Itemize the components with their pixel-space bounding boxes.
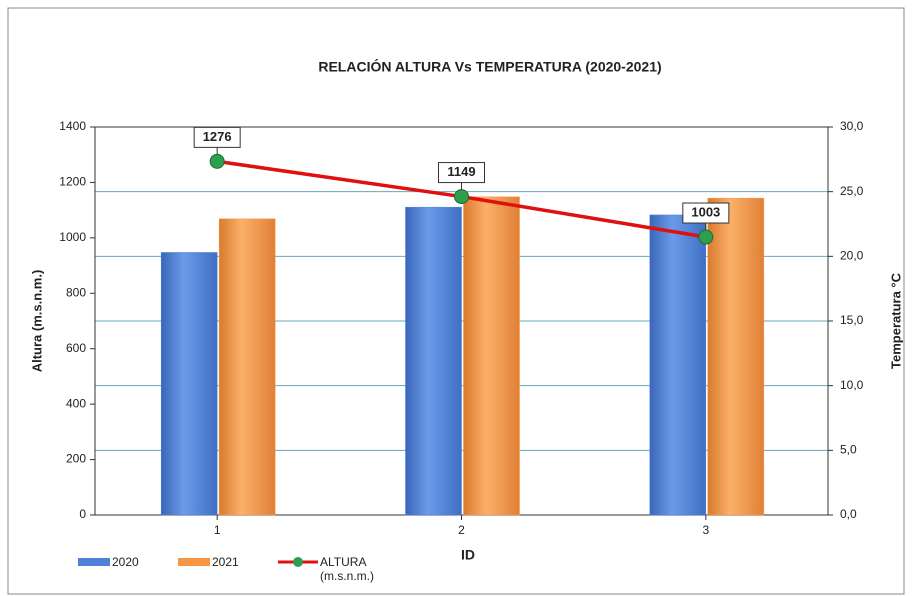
y2-tick-label: 15,0 xyxy=(840,313,864,327)
y2-tick-label: 30,0 xyxy=(840,119,864,133)
data-label-box xyxy=(438,162,485,184)
bar xyxy=(405,206,462,516)
y-tick-label: 600 xyxy=(66,341,86,355)
legend-label: 2020 xyxy=(112,555,139,569)
y-tick-label: 0 xyxy=(79,507,86,521)
x-tick-label: 2 xyxy=(458,523,465,537)
x-tick-label: 1 xyxy=(214,523,221,537)
x-tick-label: 3 xyxy=(702,523,709,537)
legend-label: ALTURA (m.s.n.m.) xyxy=(320,555,374,583)
legend-label: 2021 xyxy=(212,555,239,569)
x-axis-label: ID xyxy=(461,547,475,563)
y-tick-label: 200 xyxy=(66,452,86,466)
y-tick-label: 400 xyxy=(66,396,86,410)
bar xyxy=(160,252,218,516)
y2-axis-label: Temperatura °C xyxy=(888,272,903,369)
data-label-box xyxy=(682,202,730,224)
y-tick-label: 800 xyxy=(66,285,86,299)
y2-tick-label: 25,0 xyxy=(840,184,864,198)
line-marker xyxy=(698,229,714,245)
y2-tick-label: 5,0 xyxy=(840,443,857,457)
y-tick-label: 1000 xyxy=(59,230,86,244)
data-label: 1003 xyxy=(691,204,720,219)
line-marker xyxy=(454,189,469,205)
legend-marker xyxy=(293,557,303,567)
line-marker xyxy=(209,153,225,169)
data-label: 1276 xyxy=(203,129,232,144)
data-label-box xyxy=(193,126,241,148)
legend-swatch xyxy=(78,558,110,566)
y-tick-label: 1400 xyxy=(59,119,86,133)
y-tick-label: 1200 xyxy=(59,175,86,189)
data-label: 1149 xyxy=(447,164,475,179)
bar xyxy=(649,214,707,516)
bar xyxy=(218,218,276,516)
bar xyxy=(707,197,765,516)
legend-swatch xyxy=(178,558,210,566)
y2-tick-label: 0,0 xyxy=(840,507,857,521)
chart-title: RELACIÓN ALTURA Vs TEMPERATURA (2020-202… xyxy=(318,58,661,75)
y2-tick-label: 20,0 xyxy=(840,249,864,263)
y-axis-label: Altura (m.s.n.m.) xyxy=(29,270,44,373)
bar xyxy=(463,196,520,516)
y2-tick-label: 10,0 xyxy=(840,378,864,392)
